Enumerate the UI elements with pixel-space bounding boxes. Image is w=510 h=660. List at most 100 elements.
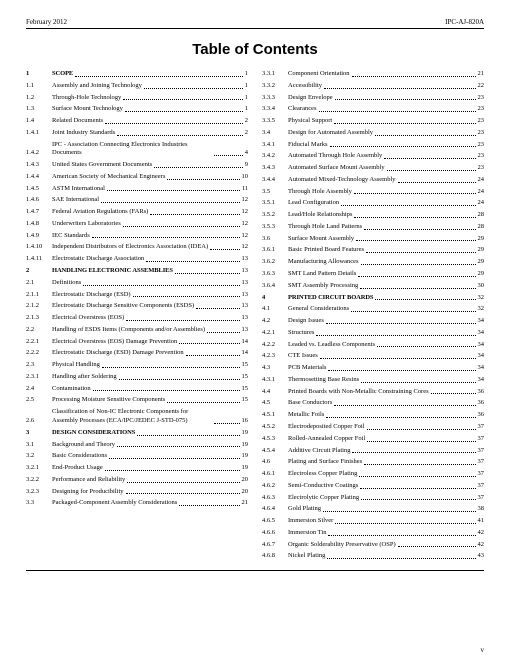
toc-leaders [375, 135, 475, 136]
toc-entry-row: 3.2.1End-Product Usage19 [26, 464, 248, 473]
toc-text: Component Orientation [288, 70, 350, 79]
toc-number: 2.1.3 [26, 314, 52, 323]
toc-number: 4.6.7 [262, 541, 288, 550]
toc-leaders [358, 276, 475, 277]
toc-page: 13 [242, 302, 249, 311]
toc-page: 34 [478, 376, 485, 385]
toc-page: 2 [245, 129, 248, 138]
toc-entry-row: 4.4Printed Boards with Non-Metallic Cons… [262, 388, 484, 397]
toc-text: Electrostatic Discharge (ESD) Damage Pre… [52, 349, 184, 358]
toc-number: 4.6.6 [262, 529, 288, 538]
toc-text: Through-Hole Technology [52, 94, 121, 103]
toc-entry-row: 1.4.9IEC Standards12 [26, 232, 248, 241]
toc-entry-row: 4.6.2Semi-Conductive Coatings 37 [262, 482, 484, 491]
toc-page: 19 [242, 441, 249, 450]
toc-number: 3.3.3 [262, 94, 288, 103]
toc-entry-row: 1.3Surface Mount Technology1 [26, 105, 248, 114]
toc-number: 3.5.2 [262, 211, 288, 220]
toc-text: Lead Configuration [288, 199, 339, 208]
toc-entry-row: 2.6Classification of Non-IC Electronic C… [26, 408, 248, 426]
toc-page: 1 [245, 82, 248, 91]
toc-entry-row: 2.3.1Handling after Soldering15 [26, 373, 248, 382]
toc-text: Immersion Tin [288, 529, 326, 538]
toc-text: Leaded vs. Leadless Components [288, 341, 375, 350]
toc-number: 1.1 [26, 82, 52, 91]
toc-number: 1.4.10 [26, 243, 52, 252]
toc-entry-row: 4.6.5Immersion Silver41 [262, 517, 484, 526]
toc-page: 1 [245, 94, 248, 103]
toc-leaders [360, 288, 475, 289]
toc-entry-row: 3.6.1Basic Printed Board Features29 [262, 246, 484, 255]
toc-number: 3.2.1 [26, 464, 52, 473]
toc-leaders [335, 523, 475, 524]
toc-text: United States Government Documents [52, 161, 152, 170]
toc-leaders [377, 346, 475, 347]
toc-page: 12 [242, 208, 249, 217]
toc-entry-row: 2.1.3Electrical Overstress (EOS)13 [26, 314, 248, 323]
toc-number: 4.6.5 [262, 517, 288, 526]
toc-entry-row: 4.6.4Gold Plating38 [262, 505, 484, 514]
toc-text: Semi-Conductive Coatings [288, 482, 358, 491]
toc-number: 3.6.3 [262, 270, 288, 279]
toc-page: 24 [478, 199, 485, 208]
toc-entry-row: 4.6.7Organic Solderability Preservative … [262, 541, 484, 550]
toc-leaders [352, 76, 476, 77]
toc-text: Electrical Overstress (EOS) [52, 314, 124, 323]
toc-entry-row: 3.3.3Design Envelope23 [262, 94, 484, 103]
toc-leaders [109, 458, 239, 459]
toc-leaders [101, 202, 239, 203]
toc-entry-row: 4.2.2Leaded vs. Leadless Components34 [262, 341, 484, 350]
toc-number: 1.4.4 [26, 173, 52, 182]
toc-entry-row: 3.5Through Hole Assembly24 [262, 188, 484, 197]
toc-text: Definitions [52, 279, 81, 288]
toc-leaders [384, 158, 475, 159]
toc-number: 4.6 [262, 458, 288, 467]
toc-text: Processing Moisture Sensitive Components [52, 396, 165, 405]
toc-number: 4.6.2 [262, 482, 288, 491]
toc-leaders [179, 505, 239, 506]
toc-entry-row: 1.2Through-Hole Technology1 [26, 94, 248, 103]
toc-page: 12 [242, 196, 249, 205]
toc-leaders [356, 240, 475, 241]
toc-entry-row: 3.3.1Component Orientation21 [262, 70, 484, 79]
toc-page: 23 [478, 152, 485, 161]
toc-entry-row: 2.5Processing Moisture Sensitive Compone… [26, 396, 248, 405]
toc-text: Additive Circuit Plating [288, 447, 350, 456]
toc-page: 13 [242, 326, 249, 335]
toc-page: 37 [478, 482, 485, 491]
toc-text: Structures [288, 329, 314, 338]
toc-entry-row: 2.3Physical Handling15 [26, 361, 248, 370]
toc-section-row: 3DESIGN CONSIDERATIONS19 [26, 429, 248, 438]
toc-page: 37 [478, 470, 485, 479]
toc-page: 21 [478, 70, 485, 79]
footer-rule [26, 570, 484, 571]
toc-leaders [117, 135, 243, 136]
toc-leaders [351, 311, 475, 312]
toc-entry-row: 4.6.6Immersion Tin42 [262, 529, 484, 538]
toc-entry-row: 2.1.1Electrostatic Discharge (ESD)13 [26, 291, 248, 300]
toc-entry-row: 3.3.5Physical Support23 [262, 117, 484, 126]
toc-leaders [326, 323, 476, 324]
toc-page: 28 [478, 211, 485, 220]
toc-leaders [146, 261, 239, 262]
toc-page: 20 [242, 488, 249, 497]
toc-page: 23 [478, 164, 485, 173]
toc-section-row: 2HANDLING ELECTRONIC ASSEMBLIES13 [26, 267, 248, 276]
toc-number: 4.2.1 [262, 329, 288, 338]
toc-text: Joint Industry Standards [52, 129, 115, 138]
toc-text: Assembly and Joining Technology [52, 82, 142, 91]
toc-leaders [210, 249, 239, 250]
toc-page: 37 [478, 494, 485, 503]
toc-leaders [328, 370, 475, 371]
toc-text: Electrostatic Discharge Sensitive Compon… [52, 302, 194, 311]
toc-number: 2.2 [26, 326, 52, 335]
toc-number: 3.1 [26, 441, 52, 450]
toc-leaders [367, 441, 475, 442]
toc-number: 4.2.3 [262, 352, 288, 361]
toc-text: Lead/Hole Relationships [288, 211, 352, 220]
toc-number: 4.1 [262, 305, 288, 314]
toc-text: Through Hole Land Patterns [288, 223, 362, 232]
toc-text: Automated Through Hole Assembly [288, 152, 382, 161]
toc-number: 3.6 [262, 235, 288, 244]
toc-number: 2.1 [26, 279, 52, 288]
